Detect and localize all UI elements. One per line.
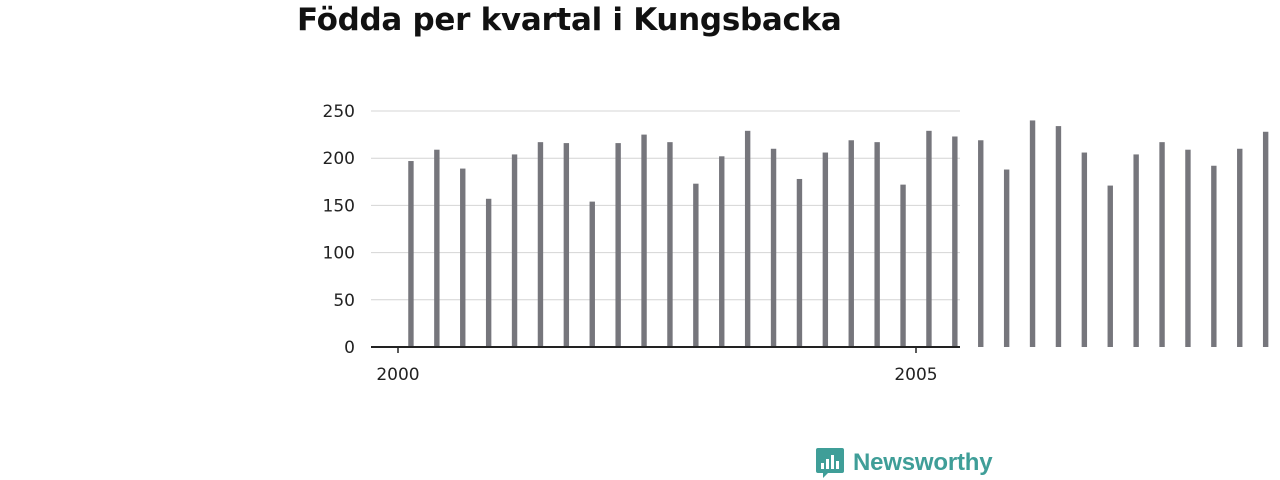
bar — [900, 184, 906, 347]
chart-title: Födda per kvartal i Kungsbacka — [297, 2, 842, 38]
bar — [1211, 165, 1217, 347]
y-tick-label: 50 — [333, 291, 355, 311]
gridlines — [371, 110, 960, 301]
bar — [822, 152, 829, 347]
y-tick-label: 100 — [323, 244, 355, 264]
bar — [1262, 131, 1269, 347]
bar — [770, 148, 777, 347]
bar — [1185, 149, 1191, 347]
bar — [719, 156, 725, 347]
bar — [667, 142, 673, 347]
bar — [952, 136, 958, 347]
bar — [1107, 185, 1113, 347]
bar — [1029, 120, 1036, 347]
bar — [615, 143, 621, 347]
brand-name: Newsworthy — [853, 449, 993, 476]
bar — [460, 168, 466, 347]
bar — [511, 154, 518, 347]
bar — [926, 130, 932, 347]
bar — [1237, 148, 1243, 347]
bar — [1081, 152, 1088, 347]
y-axis-ticks: 0 50 100 150 200 250 — [323, 102, 355, 358]
newsworthy-logo-icon — [816, 448, 844, 478]
bar — [744, 130, 751, 347]
bar — [1133, 154, 1139, 347]
bar — [563, 143, 570, 347]
bar — [434, 149, 440, 347]
bar — [641, 134, 647, 347]
x-tick-label: 2000 — [376, 365, 419, 385]
x-tick-label: 2005 — [894, 365, 937, 385]
bar — [408, 161, 414, 347]
bar — [537, 142, 544, 347]
bars — [408, 120, 1269, 347]
bar — [978, 140, 984, 347]
bar — [796, 178, 803, 347]
bar — [589, 201, 595, 347]
x-axis-ticks: 200020052010201520202025 — [376, 347, 938, 385]
y-tick-label: 200 — [323, 149, 355, 169]
brand-logo: Newsworthy — [815, 446, 993, 480]
y-tick-label: 250 — [323, 102, 355, 122]
bar — [1055, 126, 1062, 347]
bar — [1159, 142, 1165, 347]
bar — [485, 198, 492, 347]
bar — [1003, 169, 1010, 347]
bar — [874, 142, 880, 347]
y-tick-label: 150 — [323, 196, 355, 216]
y-tick-label: 0 — [344, 338, 355, 358]
bar — [848, 140, 854, 347]
bar — [693, 183, 699, 347]
